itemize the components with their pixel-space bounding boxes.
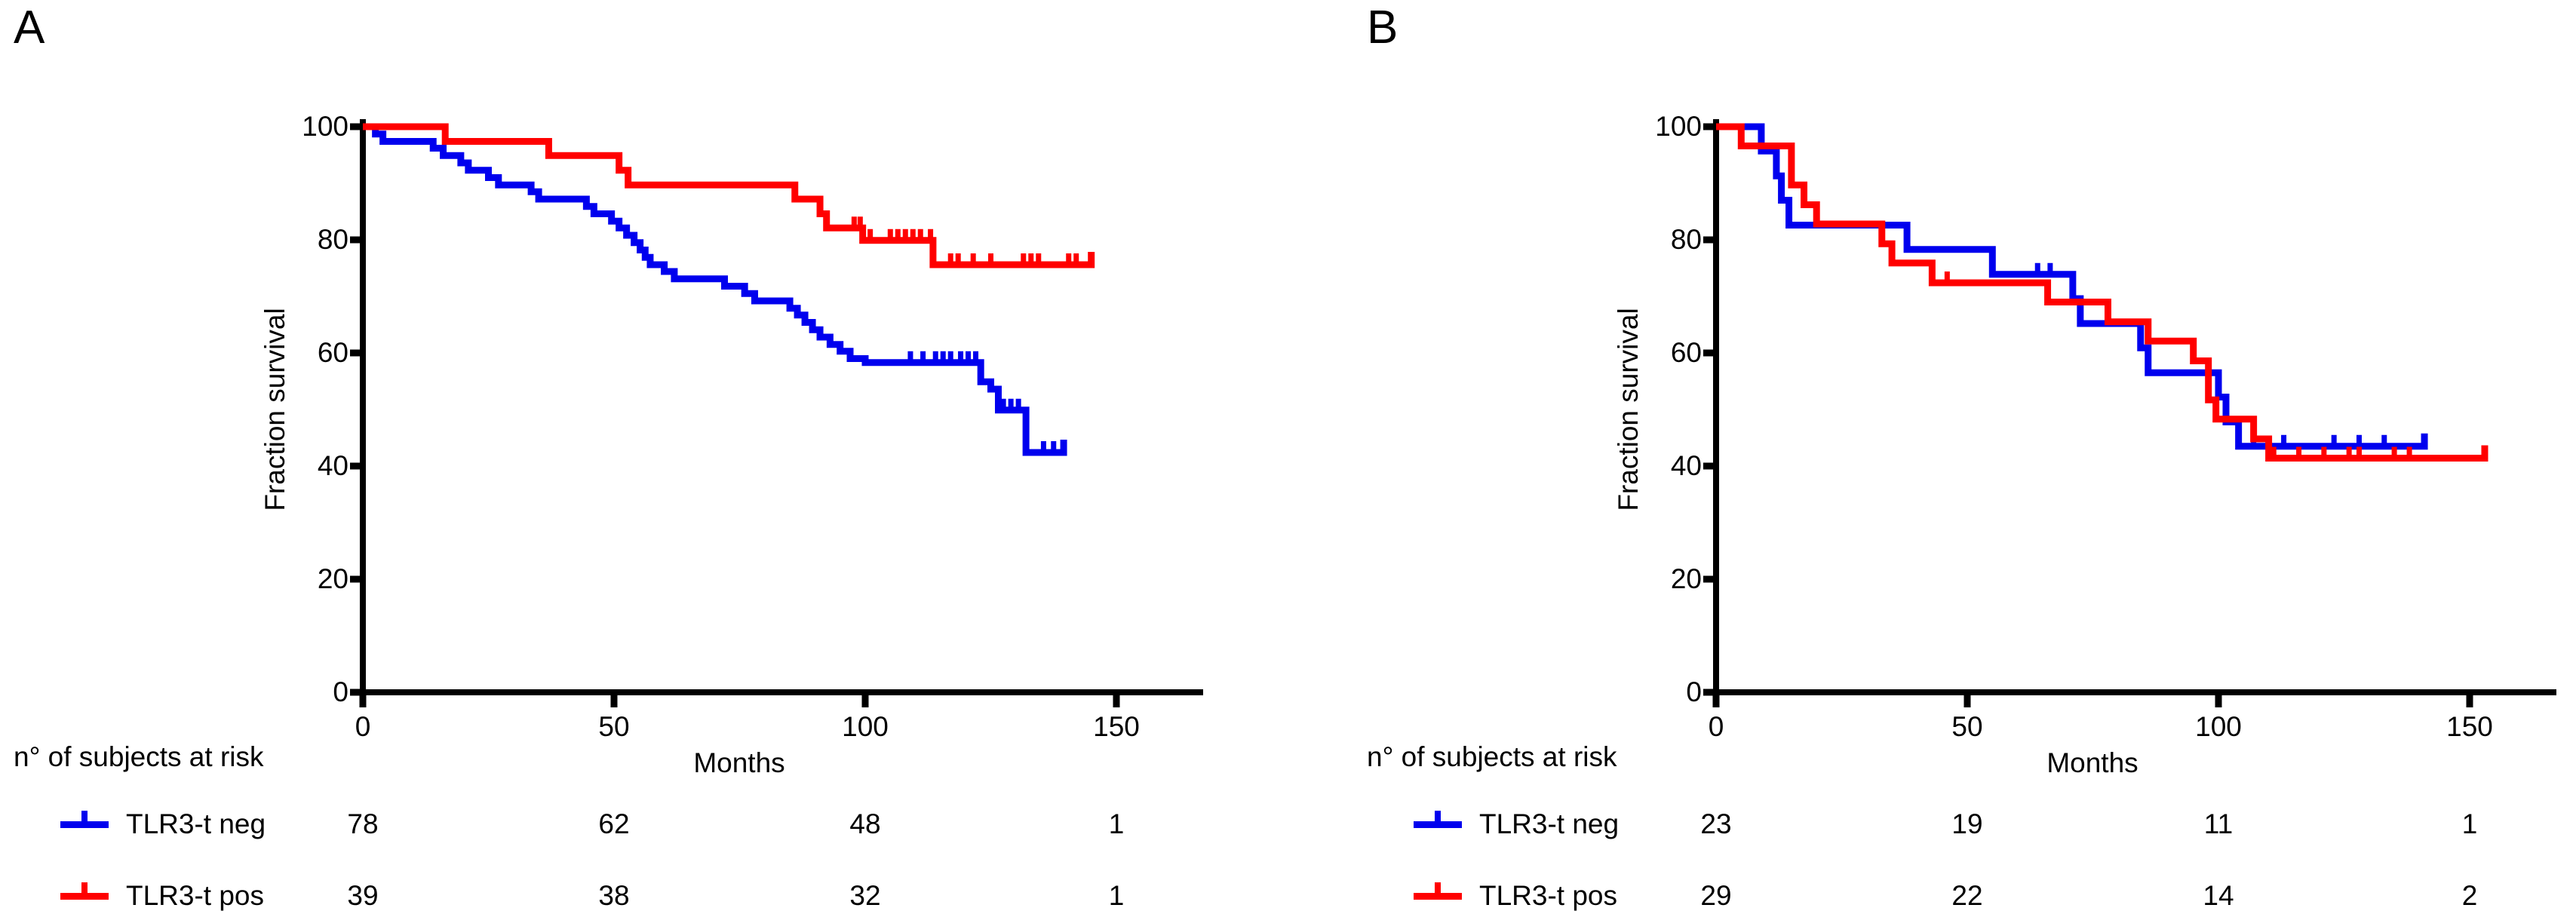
- panel-b-xtick-50: 50: [1951, 711, 1983, 742]
- panel-a-neg-legend-line-icon: [60, 821, 109, 828]
- panel-a-xtick-0: 0: [355, 711, 371, 742]
- panel-b-pos-count-50: 22: [1951, 880, 1983, 911]
- panel-a-neg-legend-censor-icon: [81, 811, 88, 822]
- panel-b-neg-count-0: 23: [1700, 808, 1732, 839]
- panel-a-pos-count-50: 38: [598, 880, 630, 911]
- panel-b-pos-count-0: 29: [1700, 880, 1732, 911]
- panel-a-pos-legend-censor-icon: [81, 882, 88, 894]
- panel-b-neg-count-50: 19: [1951, 808, 1983, 839]
- panel-a-x-axis-title: Months: [693, 747, 785, 778]
- panel-b-neg-count-100: 11: [2203, 808, 2234, 839]
- panel-a-pos-count-100: 32: [849, 880, 881, 911]
- panel-a-neg-legend-label: TLR3-t neg: [126, 808, 266, 839]
- panel-b-pos-legend-censor-icon: [1435, 882, 1441, 894]
- panel-b-ytick-40: 40: [1670, 450, 1702, 481]
- panel-a-pos-legend-label: TLR3-t pos: [126, 880, 265, 911]
- panel-a-pos-count-150: 1: [1108, 880, 1125, 911]
- panel-b-xtick-150: 150: [2446, 711, 2493, 742]
- panel-b-ytick-60: 60: [1670, 337, 1702, 368]
- panel-b-at-risk-header: n° of subjects at risk: [1367, 741, 1617, 772]
- panel-b-ytick-80: 80: [1670, 224, 1702, 255]
- panel-b-ytick-0: 0: [1686, 676, 1702, 707]
- panel-b-neg-count-150: 1: [2461, 808, 2478, 839]
- panel-a-at-risk-header: n° of subjects at risk: [14, 741, 264, 772]
- panel-b-pos-count-150: 2: [2461, 880, 2478, 911]
- panel-a-xtick-100: 100: [842, 711, 889, 742]
- panel-b-curve-TLR3-t-neg: [1716, 123, 2428, 450]
- panel-a-letter: A: [14, 2, 45, 54]
- panel-a-ytick-20: 20: [317, 563, 348, 594]
- panel-b-ytick-20: 20: [1670, 563, 1702, 594]
- panel-a-neg-count-0: 78: [347, 808, 379, 839]
- panel-b-neg-legend-line-icon: [1414, 821, 1462, 828]
- panel-b-pos-count-100: 14: [2203, 880, 2234, 911]
- panel-b-xtick-100: 100: [2195, 711, 2242, 742]
- panel-b-letter: B: [1367, 2, 1399, 54]
- panel-b-pos-legend-line-icon: [1414, 893, 1462, 900]
- panel-a-ytick-40: 40: [317, 450, 348, 481]
- panel-b-curve-TLR3-t-pos: [1716, 123, 2488, 462]
- panel-a-xtick-150: 150: [1093, 711, 1140, 742]
- panel-a-ytick-60: 60: [317, 337, 348, 368]
- panel-a-ytick-0: 0: [333, 676, 348, 707]
- panel-a-pos-count-0: 39: [347, 880, 379, 911]
- panel-a-neg-count-50: 62: [598, 808, 630, 839]
- panel-b-neg-legend-censor-icon: [1435, 811, 1441, 822]
- panel-a-ytick-80: 80: [317, 224, 348, 255]
- panel-a-curve-TLR3-t-pos: [363, 123, 1095, 268]
- panel-b-x-axis-title: Months: [2046, 747, 2138, 778]
- panel-b-pos-legend-label: TLR3-t pos: [1479, 880, 1618, 911]
- panel-b-neg-legend-label: TLR3-t neg: [1479, 808, 1620, 839]
- panel-a-curve-TLR3-t-neg: [363, 123, 1067, 456]
- panel-a-neg-count-100: 48: [849, 808, 881, 839]
- panel-a-xtick-50: 50: [598, 711, 630, 742]
- panel-b-ytick-100: 100: [1655, 111, 1702, 142]
- panel-a-ytick-100: 100: [302, 111, 348, 142]
- panel-a-neg-count-150: 1: [1108, 808, 1125, 839]
- panel-a-pos-legend-line-icon: [60, 893, 109, 900]
- panel-b-xtick-0: 0: [1708, 711, 1724, 742]
